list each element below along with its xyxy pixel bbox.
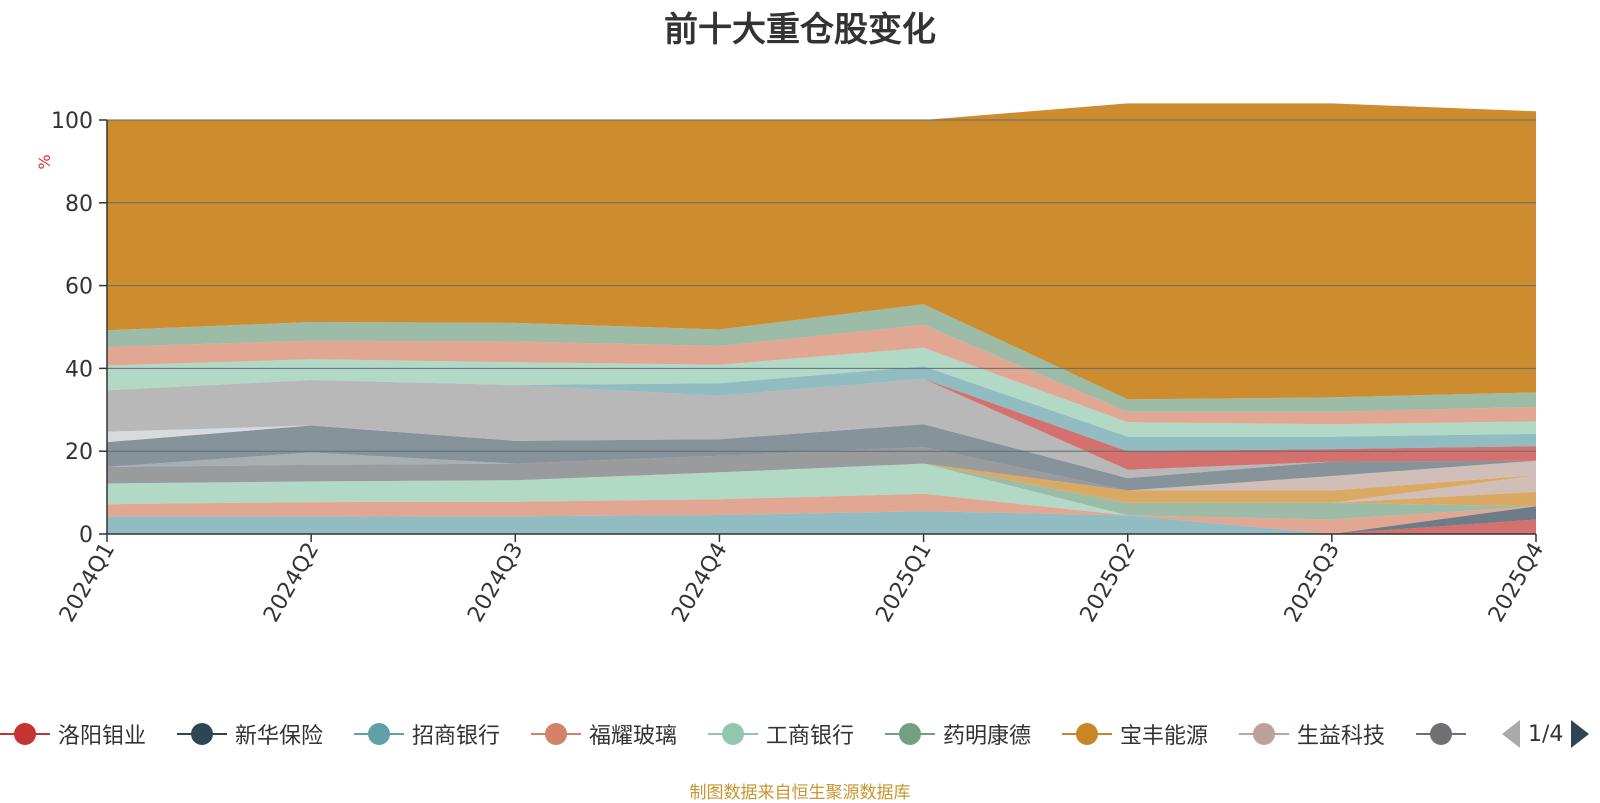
area-series-18 [107, 324, 1536, 425]
area-series-16 [107, 366, 1536, 452]
legend: 洛阳钼业 新华保险 招商银行 福耀玻璃 工商银行 药明康德 宝丰能源 生益科技 [0, 718, 1600, 750]
chart-title: 前十大重仓股变化 [664, 10, 936, 50]
area-series-8 [107, 463, 1536, 503]
area-series-3 [107, 493, 1536, 534]
legend-item[interactable]: 福耀玻璃 [531, 718, 677, 750]
area-series-12 [107, 424, 1536, 491]
area-series-19 [107, 304, 1536, 412]
y-tick-label: 100 [51, 109, 93, 134]
legend-label: 招商银行 [412, 724, 501, 749]
y-tick-labels: 0 20 40 60 80 100 [51, 109, 107, 548]
y-axis-unit: % [35, 154, 54, 169]
y-tick-label: 20 [65, 440, 93, 465]
x-tick-labels: 2024Q1 2024Q2 2024Q3 2024Q4 2025Q1 2025Q2 2025… [55, 534, 1549, 627]
x-tick-label: 2024Q4 [667, 539, 732, 627]
area-series-20 [107, 103, 1536, 400]
legend-marker-icon [354, 718, 404, 750]
area-series-5 [107, 463, 1536, 520]
legend-label: 洛阳钼业 [58, 724, 147, 749]
x-tick-label: 2025Q4 [1484, 539, 1549, 627]
legend-label: 福耀玻璃 [589, 724, 678, 749]
legend-marker-icon [1062, 718, 1112, 750]
x-tick-label: 2025Q3 [1280, 539, 1345, 627]
legend-marker-icon [177, 718, 227, 750]
pager-page-text: 1/4 [1528, 721, 1564, 747]
legend-label: 药明康德 [943, 724, 1032, 749]
legend-item[interactable]: 新华保险 [177, 718, 323, 750]
legend-item[interactable]: 生益科技 [1239, 718, 1385, 750]
legend-marker-icon [1239, 718, 1289, 750]
legend-marker-icon [0, 718, 50, 750]
legend-marker-icon [531, 718, 581, 750]
legend-item[interactable] [1416, 718, 1474, 750]
legend-label: 工商银行 [766, 724, 855, 749]
area-series-2 [107, 506, 1536, 534]
pager-prev-arrow-icon[interactable] [1502, 720, 1520, 748]
y-tick-label: 0 [79, 523, 93, 548]
legend-pager: 1/4 [1498, 718, 1600, 750]
area-series-14 [107, 378, 1536, 479]
legend-marker-icon [708, 718, 758, 750]
x-tick-label: 2025Q1 [871, 539, 936, 627]
legend-item[interactable]: 洛阳钼业 [0, 718, 146, 750]
x-tick-label: 2024Q1 [55, 539, 120, 627]
legend-label: 生益科技 [1297, 724, 1386, 749]
area-series-6 [107, 463, 1536, 507]
area-series-10 [107, 447, 1536, 491]
y-tick-label: 40 [65, 357, 93, 382]
area-series-13 [107, 424, 1536, 479]
area-series-4 [107, 463, 1536, 520]
x-tick-label: 2024Q2 [259, 539, 324, 627]
pager-next-arrow-icon[interactable] [1571, 720, 1590, 748]
area-series-15 [107, 378, 1536, 470]
gridlines [107, 119, 1536, 452]
axes [106, 120, 1536, 535]
legend-item[interactable]: 工商银行 [708, 718, 854, 750]
area-series-17 [107, 347, 1536, 437]
x-tick-label: 2025Q2 [1076, 539, 1141, 627]
legend-label: 宝丰能源 [1120, 724, 1209, 749]
source-note: 制图数据来自恒生聚源数据库 [689, 783, 911, 803]
legend-label: 新华保险 [235, 724, 324, 749]
area-series-7 [107, 463, 1536, 503]
y-tick-label: 80 [65, 192, 93, 217]
stacked-areas [107, 103, 1536, 534]
area-series-0 [107, 519, 1536, 534]
legend-marker-icon [1416, 718, 1466, 750]
legend-marker-icon [885, 718, 935, 750]
x-tick-label: 2024Q3 [463, 539, 528, 627]
legend-item[interactable]: 招商银行 [354, 718, 500, 750]
y-tick-label: 60 [65, 275, 93, 300]
legend-item[interactable]: 宝丰能源 [1062, 718, 1208, 750]
legend-item[interactable]: 药明康德 [885, 718, 1031, 750]
